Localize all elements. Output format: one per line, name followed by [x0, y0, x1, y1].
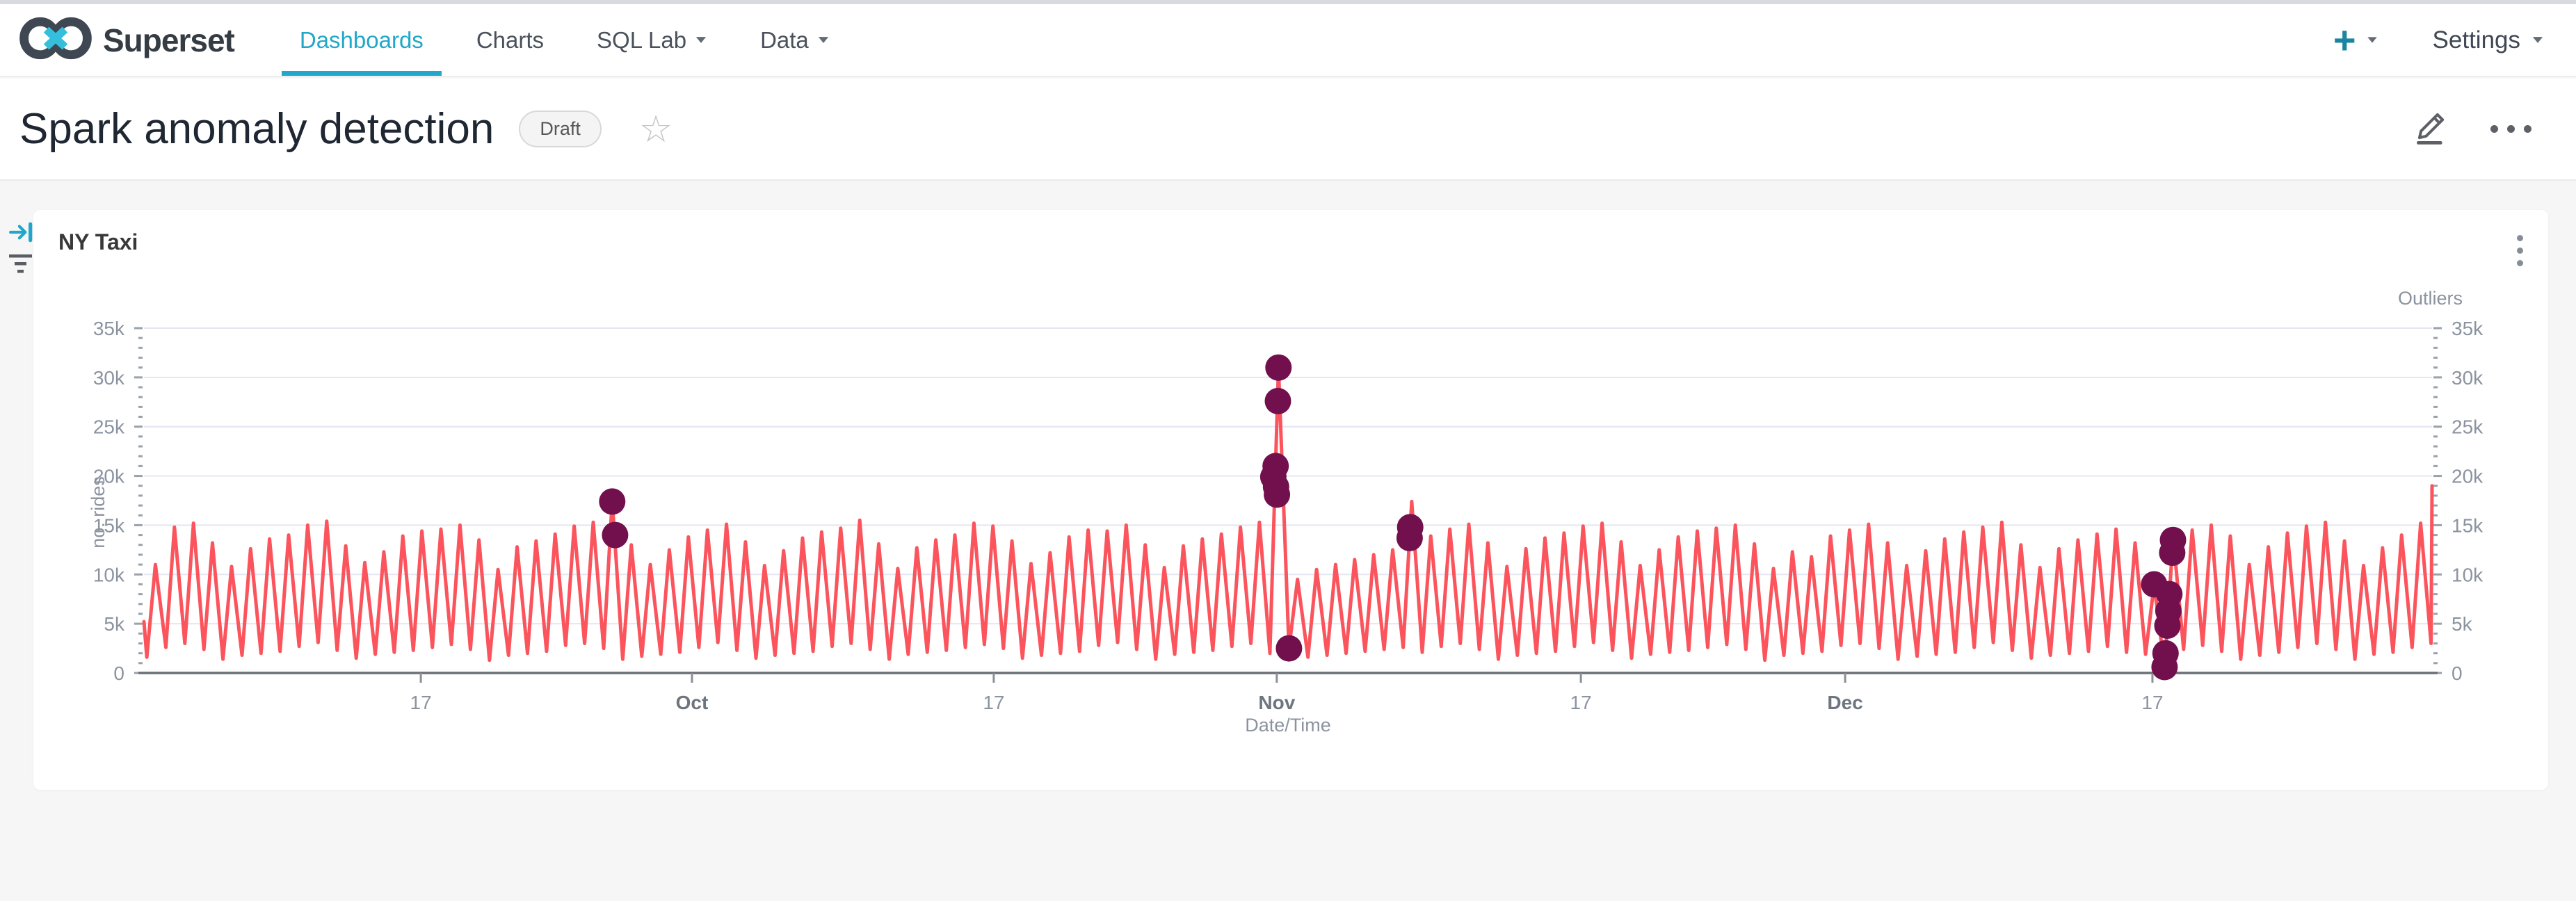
nav-item-dashboards[interactable]: Dashboards: [273, 4, 450, 76]
nav-item-label: Data: [760, 26, 809, 53]
expand-filter-bar-button[interactable]: [8, 220, 35, 248]
nav-item-charts[interactable]: Charts: [450, 4, 570, 76]
chevron-down-icon: [2532, 37, 2543, 43]
nav-item-sql-lab[interactable]: SQL Lab: [570, 4, 734, 76]
dashboard-title-bar: Spark anomaly detection Draft ☆: [0, 79, 2576, 181]
navbar: Superset Dashboards Charts SQL Lab Data …: [0, 4, 2576, 77]
settings-menu[interactable]: Settings: [2433, 26, 2544, 54]
title-actions: [2411, 108, 2531, 149]
edit-dashboard-button[interactable]: [2411, 108, 2449, 149]
plus-icon: +: [2333, 17, 2356, 62]
kebab-icon: [2517, 235, 2523, 241]
arrow-to-bar-icon: [8, 222, 35, 247]
brand[interactable]: Superset: [19, 4, 235, 76]
draft-status-badge[interactable]: Draft: [519, 111, 602, 147]
main-nav: Dashboards Charts SQL Lab Data: [273, 4, 856, 76]
filter-icon[interactable]: [7, 253, 35, 280]
nav-item-data[interactable]: Data: [734, 4, 856, 76]
page-title: Spark anomaly detection: [19, 105, 494, 153]
window-top-border: [0, 0, 2576, 4]
settings-label: Settings: [2432, 26, 2520, 54]
brand-name: Superset: [103, 22, 235, 58]
more-options-button[interactable]: [2490, 125, 2531, 133]
pencil-icon: [2411, 108, 2449, 149]
nav-item-label: Dashboards: [299, 26, 424, 53]
add-new-button[interactable]: +: [2333, 17, 2378, 62]
ellipsis-icon: [2490, 125, 2498, 133]
dashboard-canvas: NY Taxi: [0, 182, 2576, 901]
chart-title: NY Taxi: [58, 229, 138, 254]
chevron-down-icon: [695, 37, 707, 43]
chevron-down-icon: [818, 37, 828, 43]
superset-logo-icon: [19, 16, 92, 64]
favorite-star-icon[interactable]: ☆: [638, 108, 673, 150]
navbar-right: + Settings: [2333, 4, 2544, 76]
chart-card: NY Taxi: [33, 210, 2548, 790]
nav-item-label: Charts: [476, 26, 545, 53]
chevron-down-icon: [2367, 37, 2377, 43]
nav-item-label: SQL Lab: [597, 26, 687, 53]
chart-menu-button[interactable]: [2514, 232, 2526, 269]
